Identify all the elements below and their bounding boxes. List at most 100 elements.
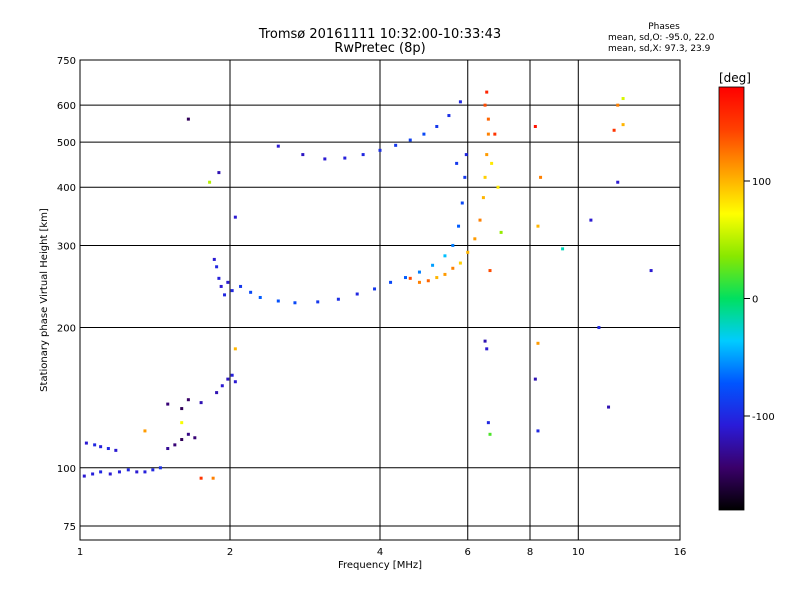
data-point — [355, 292, 359, 296]
x-tick-label: 2 — [227, 547, 233, 558]
data-point — [463, 175, 467, 179]
data-point — [536, 429, 540, 433]
data-point — [455, 161, 459, 165]
data-points-layer — [82, 90, 653, 480]
data-point — [417, 280, 421, 284]
data-point — [589, 218, 593, 222]
data-point — [443, 272, 447, 276]
data-point — [93, 443, 97, 447]
data-point — [293, 301, 297, 305]
data-point — [258, 295, 262, 299]
data-point — [223, 293, 227, 297]
data-point — [276, 144, 280, 148]
data-point — [621, 97, 625, 101]
phase-summary-o: mean, sd,O: -95.0, 22.0 — [608, 33, 715, 43]
data-point — [378, 148, 382, 152]
data-point — [215, 265, 219, 269]
y-tick-label: 600 — [57, 101, 76, 112]
data-point — [435, 124, 439, 128]
data-point — [485, 90, 489, 94]
data-point — [126, 468, 130, 472]
data-point — [217, 276, 221, 280]
x-tick-label: 1 — [77, 547, 83, 558]
data-point — [431, 263, 435, 267]
data-point — [460, 201, 464, 205]
y-tick-label: 500 — [57, 138, 76, 149]
data-point — [212, 257, 216, 261]
data-point — [485, 347, 489, 351]
data-point — [166, 447, 170, 451]
data-point — [208, 180, 212, 184]
chart-subtitle: RwPretec (8p) — [334, 41, 426, 56]
data-point — [539, 175, 543, 179]
data-point — [301, 153, 305, 157]
colorbar-gradient — [718, 86, 745, 511]
colorbar-tick-label: -100 — [752, 412, 775, 423]
data-point — [616, 180, 620, 184]
data-point — [457, 224, 461, 228]
data-point — [217, 171, 221, 175]
data-point — [533, 377, 537, 381]
data-point — [166, 402, 170, 406]
x-tick-label: 4 — [377, 547, 383, 558]
data-point — [151, 468, 155, 472]
data-point — [478, 218, 482, 222]
colorbar-tick-label: 0 — [752, 295, 758, 306]
data-point — [536, 341, 540, 345]
data-point — [82, 474, 86, 478]
data-point — [496, 185, 500, 189]
data-point — [451, 243, 455, 247]
colorbar-ticks: 100 0 -100 — [744, 177, 775, 423]
data-point — [158, 466, 162, 470]
data-point — [316, 300, 320, 304]
data-point — [408, 138, 412, 142]
x-tick-label: 10 — [572, 547, 585, 558]
data-point — [597, 326, 601, 330]
data-point — [458, 261, 462, 265]
data-point — [226, 377, 230, 381]
y-tick-label: 75 — [63, 522, 76, 533]
data-point — [117, 470, 121, 474]
phase-summary-title: Phases — [648, 22, 680, 32]
data-point — [143, 429, 147, 433]
colorbar-tick-label: 100 — [752, 177, 771, 188]
data-point — [135, 470, 139, 474]
data-point — [106, 447, 110, 451]
data-point — [483, 103, 487, 107]
data-point — [233, 215, 237, 219]
data-point — [220, 384, 224, 388]
data-point — [458, 100, 462, 104]
data-point — [649, 269, 653, 273]
data-point — [199, 401, 203, 405]
data-point — [193, 436, 197, 440]
data-point — [481, 196, 485, 200]
chart-title: Tromsø 20161111 10:32:00-10:33:43 — [258, 27, 502, 42]
data-point — [488, 269, 492, 273]
data-point — [230, 289, 234, 293]
data-point — [607, 405, 611, 409]
data-point — [233, 347, 237, 351]
data-point — [464, 153, 468, 157]
data-point — [394, 143, 398, 147]
phase-summary-x: mean, sd,X: 97.3, 23.9 — [608, 44, 711, 54]
data-point — [226, 280, 230, 284]
data-point — [180, 407, 184, 411]
data-point — [180, 438, 184, 442]
data-point — [621, 123, 625, 127]
data-point — [499, 230, 503, 234]
y-tick-label: 750 — [57, 56, 76, 67]
data-point — [493, 132, 497, 136]
data-point — [533, 124, 537, 128]
x-tick-label: 16 — [674, 547, 687, 558]
data-point — [486, 132, 490, 136]
colorbar-label: [deg] — [719, 71, 751, 85]
data-point — [99, 470, 103, 474]
data-point — [99, 445, 103, 449]
data-point — [536, 224, 540, 228]
y-axis-label: Stationary phase Virtual Height [km] — [39, 208, 50, 392]
data-point — [249, 290, 253, 294]
data-point — [186, 432, 190, 436]
data-point — [239, 284, 243, 288]
